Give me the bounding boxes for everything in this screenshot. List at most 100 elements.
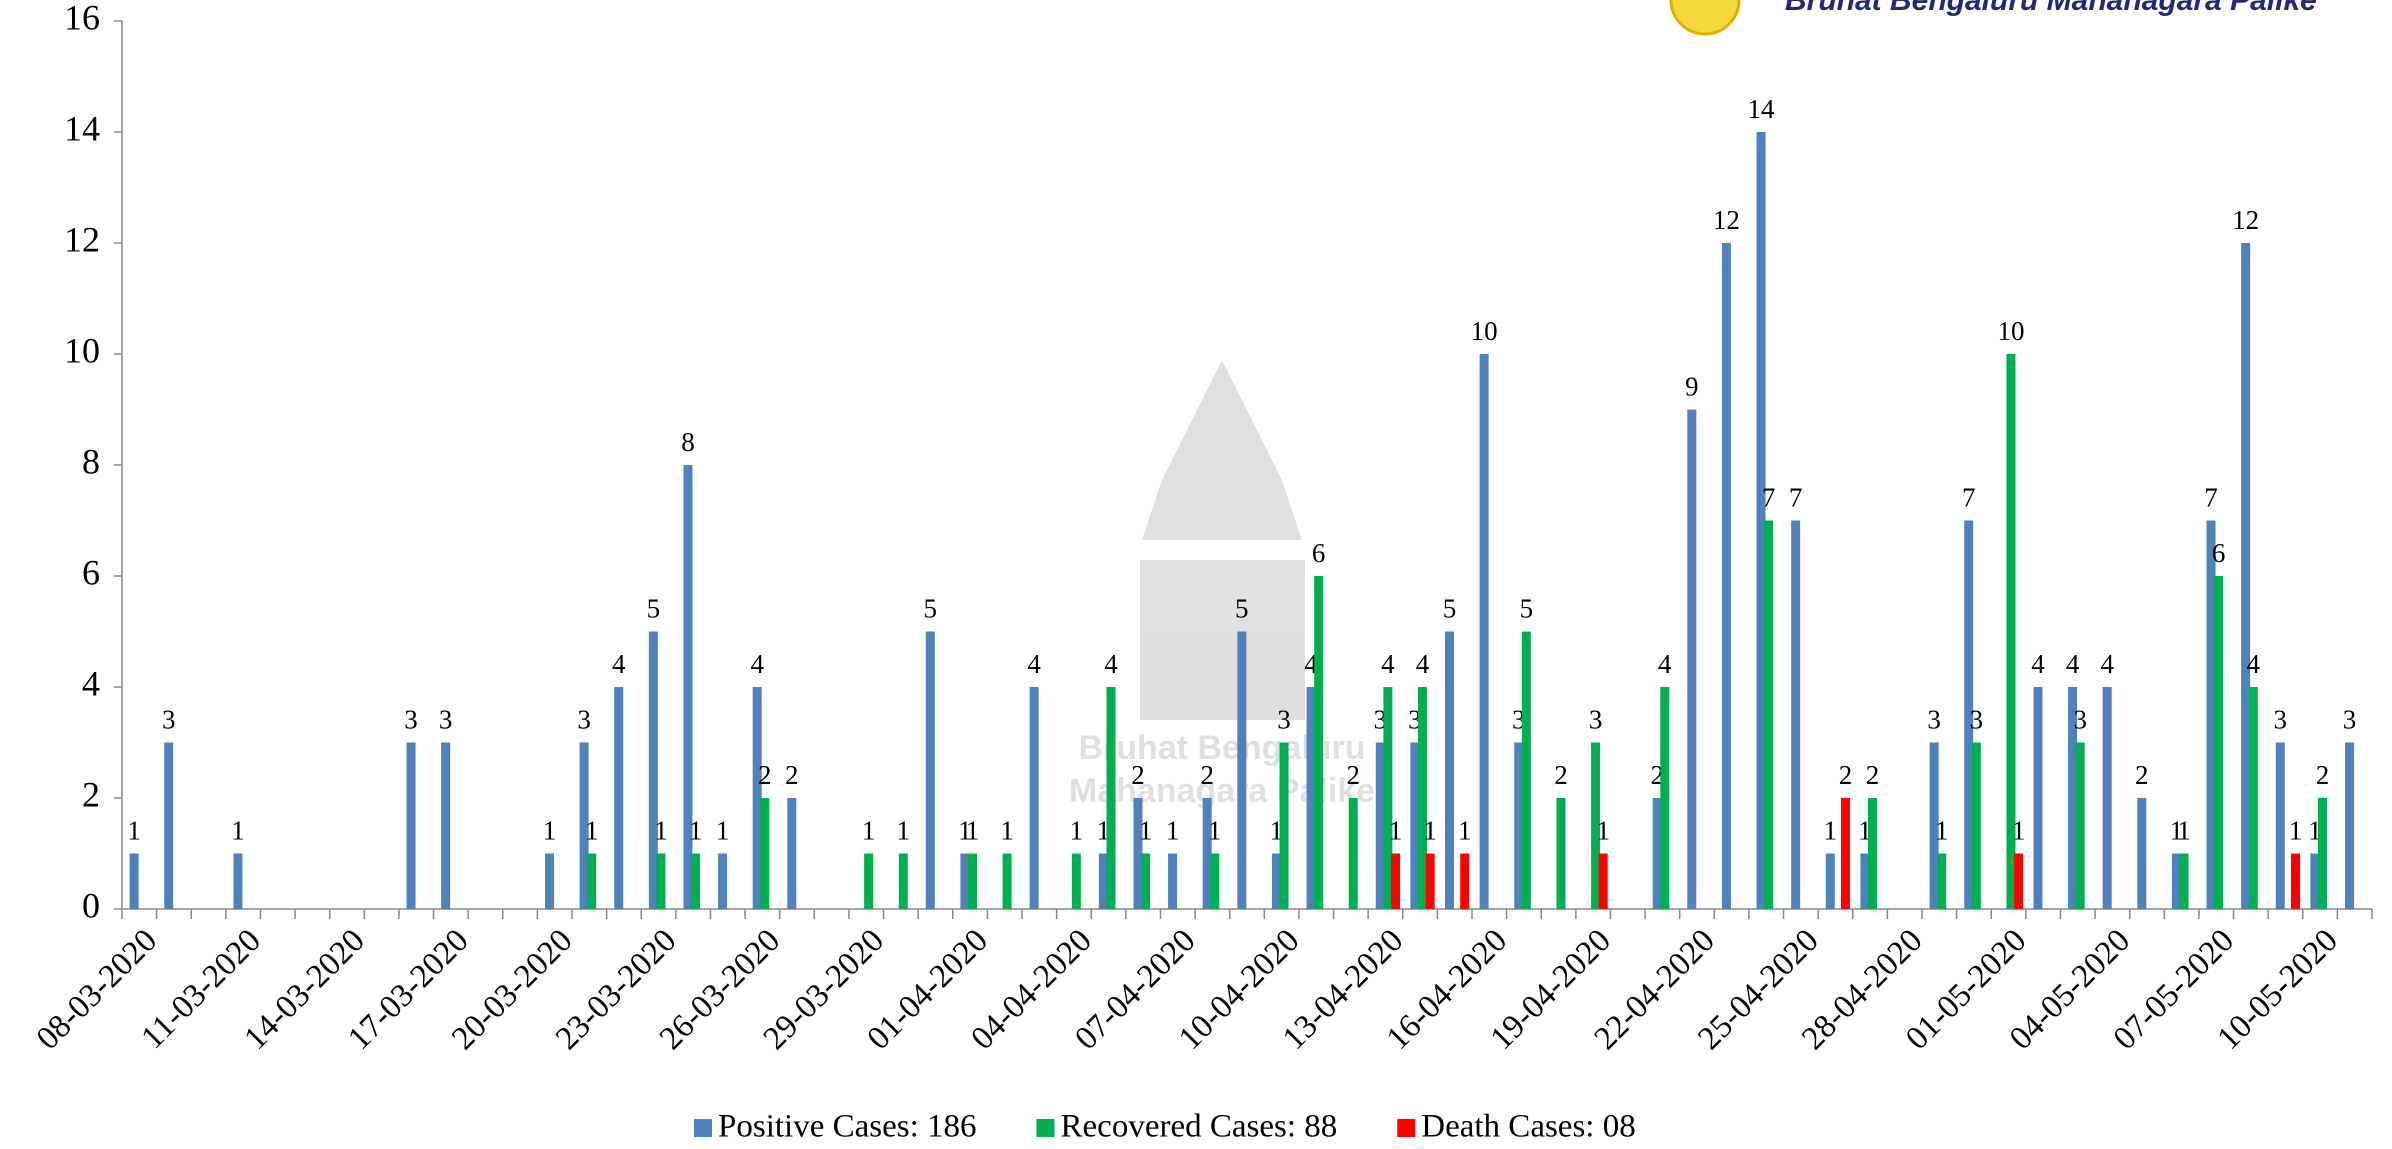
bar	[2248, 687, 2258, 909]
bar	[2291, 853, 2300, 909]
bar	[1514, 742, 1524, 909]
bar	[1133, 798, 1143, 909]
bar	[1971, 742, 1981, 909]
bar	[1591, 742, 1601, 909]
data-label: 2	[785, 760, 799, 790]
data-label: 1	[1070, 816, 1084, 846]
bar	[1210, 853, 1220, 909]
data-label: 4	[1104, 649, 1118, 679]
data-label: 8	[681, 427, 695, 457]
y-tick-label: 16	[64, 0, 100, 37]
y-tick-label: 12	[64, 219, 100, 259]
data-label: 4	[1416, 649, 1430, 679]
bar	[2068, 687, 2078, 909]
bar	[129, 853, 139, 909]
bar	[752, 687, 762, 909]
bar	[1756, 132, 1766, 909]
data-label: 10	[1997, 316, 2024, 346]
bar	[1521, 631, 1531, 909]
data-label: 10	[1471, 316, 1498, 346]
bar	[2206, 520, 2216, 909]
data-label: 1	[897, 816, 911, 846]
data-label: 1	[543, 816, 557, 846]
data-label: 3	[577, 705, 591, 735]
bar	[1929, 742, 1939, 909]
data-label: 1	[2289, 816, 2303, 846]
data-label: 1	[1166, 816, 1180, 846]
bar	[1937, 853, 1947, 909]
bar	[648, 631, 658, 909]
bar	[2033, 687, 2043, 909]
data-label: 1	[689, 816, 703, 846]
bar	[1445, 631, 1454, 909]
data-label: 2	[1131, 760, 1145, 790]
y-tick-label: 4	[82, 663, 100, 703]
y-tick-label: 2	[82, 774, 100, 814]
bar	[1964, 520, 1974, 909]
data-label: 1	[2177, 816, 2191, 846]
data-label: 2	[1347, 760, 1361, 790]
bar	[1106, 687, 1116, 909]
data-label: 5	[924, 594, 938, 624]
bar	[1425, 853, 1435, 909]
data-label: 3	[1277, 705, 1291, 735]
logo	[1669, 0, 1741, 36]
data-label: 4	[2031, 649, 2045, 679]
bar	[1825, 853, 1835, 909]
bar	[1841, 798, 1850, 909]
bar	[1418, 687, 1427, 909]
bar	[1141, 853, 1151, 909]
data-label: 1	[1208, 816, 1222, 846]
bar	[2275, 742, 2285, 909]
bar	[1391, 853, 1400, 909]
bar	[1764, 520, 1774, 909]
bar	[233, 853, 243, 909]
bar	[1652, 798, 1662, 909]
bar	[1687, 409, 1697, 909]
legend-swatch	[1036, 1119, 1055, 1137]
bar	[683, 465, 693, 909]
bar	[898, 853, 908, 909]
bar	[925, 631, 935, 909]
bar	[164, 742, 174, 909]
bar	[1479, 354, 1489, 909]
data-label: 3	[162, 705, 176, 735]
bar	[2310, 853, 2320, 909]
bar	[1791, 520, 1801, 909]
data-label: 1	[585, 816, 599, 846]
data-label: 1	[231, 816, 245, 846]
data-label: 6	[1312, 538, 1326, 568]
bar	[1375, 742, 1385, 909]
legend-swatch	[1397, 1119, 1416, 1137]
data-label: 4	[750, 649, 764, 679]
bar	[1271, 853, 1281, 909]
data-label: 1	[1389, 816, 1403, 846]
bar	[545, 853, 554, 909]
bar	[691, 853, 701, 909]
bar	[2006, 354, 2016, 909]
data-label: 4	[2066, 649, 2080, 679]
data-label: 7	[1762, 483, 1776, 513]
data-label: 1	[654, 816, 668, 846]
bar	[1410, 742, 1420, 909]
bar	[2014, 853, 2024, 909]
data-label: 6	[2212, 538, 2226, 568]
bar	[787, 798, 797, 909]
data-label: 1	[1000, 816, 1014, 846]
logo-text: Bruhat Bengaluru Mahanagara Palike	[1785, 0, 2317, 17]
data-label: 12	[1713, 205, 1740, 235]
bar	[1202, 798, 1212, 909]
bar	[2179, 853, 2189, 909]
bar	[1306, 687, 1316, 909]
data-label: 5	[1443, 594, 1457, 624]
bar	[968, 853, 977, 909]
data-label: 4	[612, 649, 626, 679]
y-tick-label: 10	[64, 330, 100, 370]
data-label: 4	[1381, 649, 1395, 679]
data-label: 1	[958, 816, 972, 846]
data-label: 1	[1458, 816, 1472, 846]
bar	[1314, 576, 1324, 909]
watermark-text: Mahanagara Palike	[1069, 772, 1375, 810]
bar	[1002, 853, 1012, 909]
